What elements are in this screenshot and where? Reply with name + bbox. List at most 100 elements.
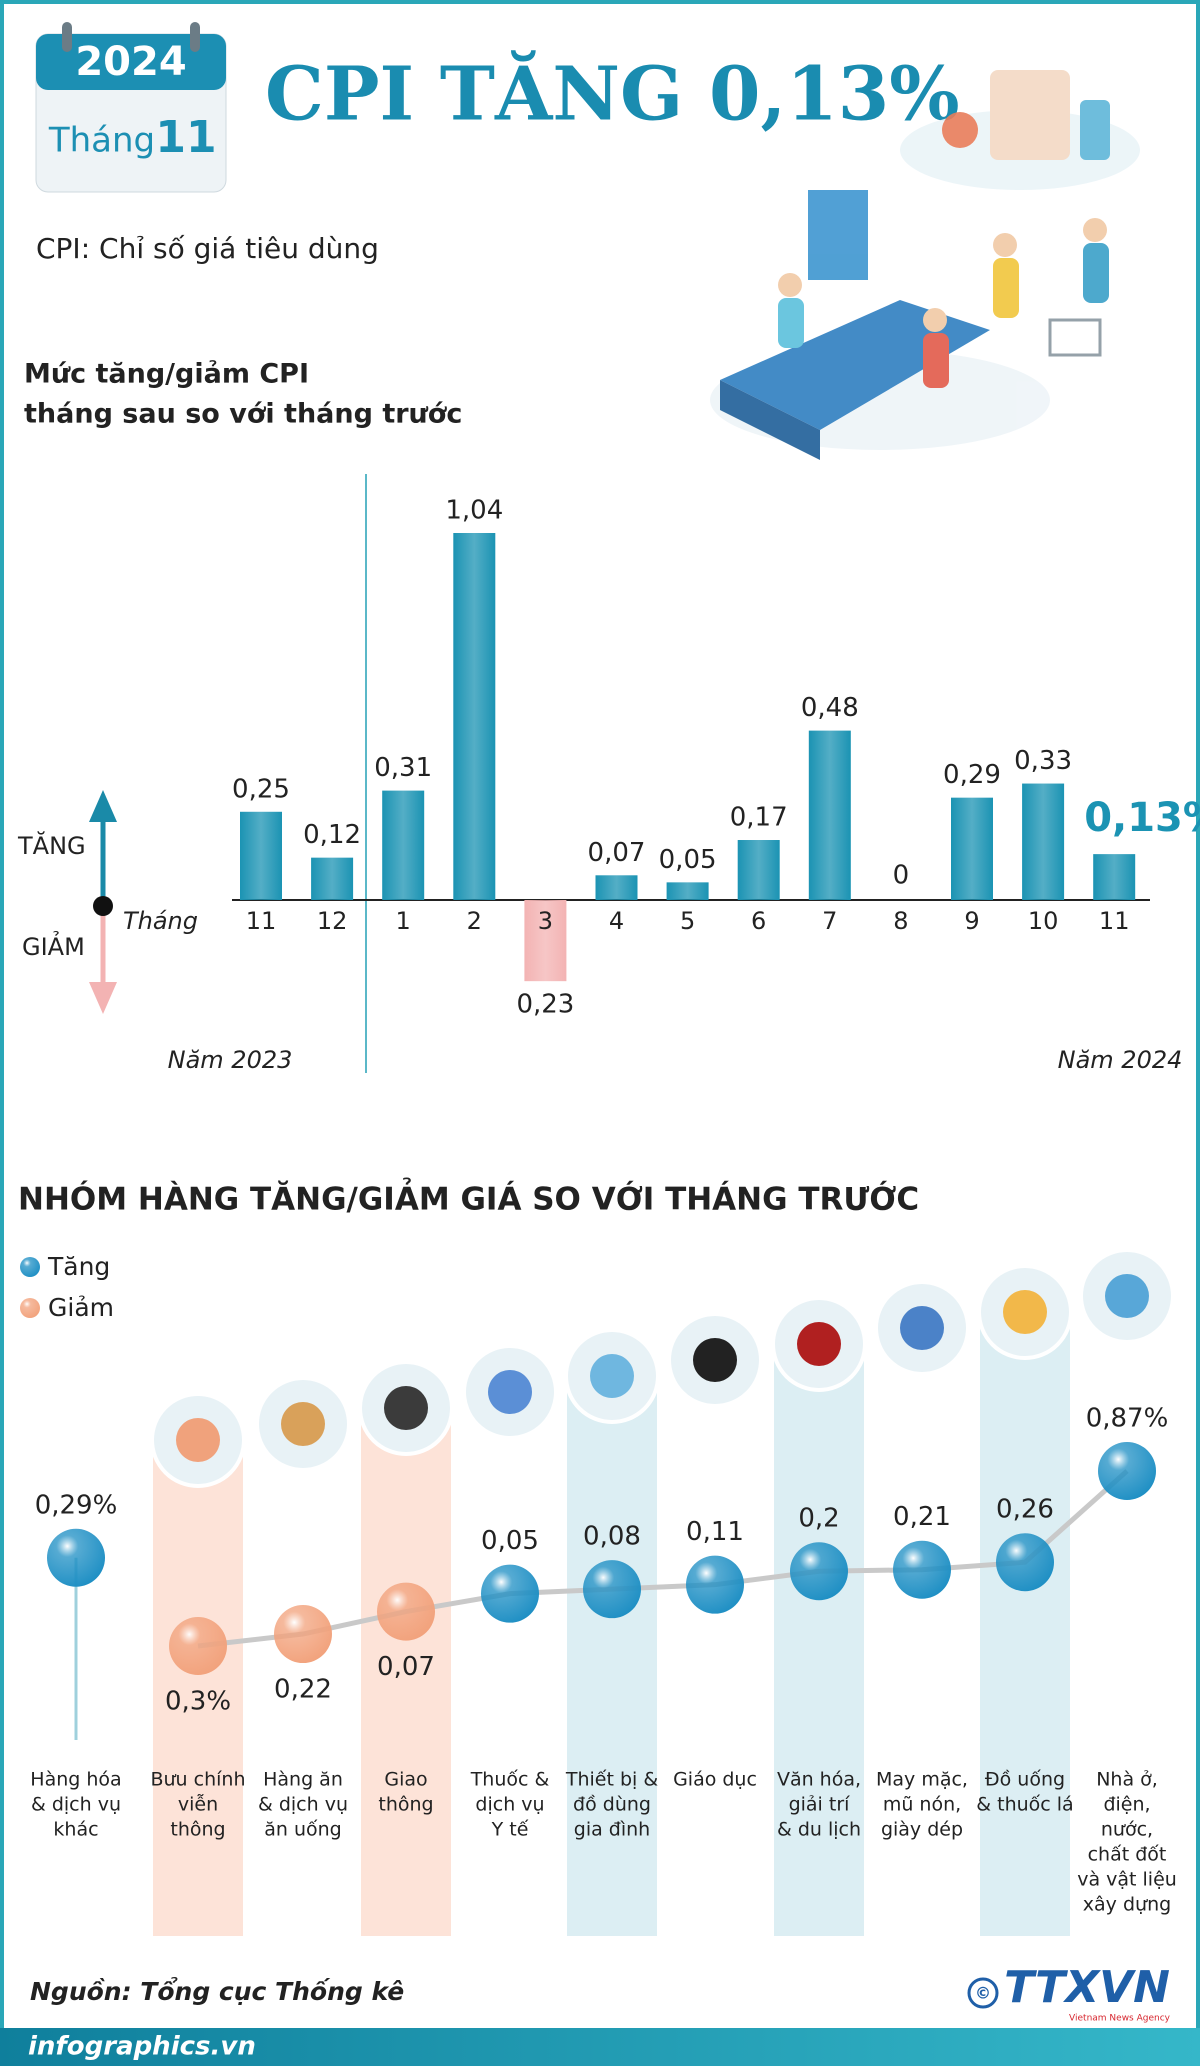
value-label: 0,21 <box>893 1502 951 1532</box>
x-tick-label: 11 <box>1099 907 1130 935</box>
bar <box>453 533 496 900</box>
value-label: 1,04 <box>445 496 503 526</box>
month-label: Tháng <box>48 121 155 161</box>
calendar-ring <box>190 22 200 52</box>
x-tick-label: 8 <box>893 907 908 935</box>
value-label: 0,08 <box>583 1522 641 1552</box>
dot <box>996 1533 1054 1592</box>
calendar-top <box>36 34 226 90</box>
icon <box>281 1402 325 1446</box>
chart-title: Mức tăng/giảm CPI <box>24 359 309 390</box>
chart-title: tháng sau so với tháng trước <box>24 399 462 430</box>
year-label: Năm 2023 <box>168 1046 293 1074</box>
value-label: 0,07 <box>377 1652 435 1682</box>
category-label: Văn hóa, <box>777 1769 861 1791</box>
x-tick-label: 12 <box>317 907 348 935</box>
icon <box>693 1338 737 1382</box>
bar <box>524 900 567 982</box>
person <box>993 233 1017 257</box>
chart-title: NHÓM HÀNG TĂNG/GIẢM GIÁ SO VỚI THÁNG TRƯ… <box>18 1179 919 1218</box>
dot <box>169 1617 227 1675</box>
category-label: & thuốc lá <box>976 1794 1073 1816</box>
value-label: 0,2 <box>798 1504 839 1534</box>
category-label: Bưu chính <box>150 1769 245 1791</box>
legend-swatch <box>20 1298 40 1318</box>
bag <box>990 70 1070 160</box>
fruit <box>942 112 978 148</box>
legend-label: Giảm <box>48 1293 114 1322</box>
dot <box>583 1560 641 1619</box>
icon <box>176 1418 220 1462</box>
down-label: GIẢM <box>22 930 85 961</box>
x-tick-label: 1 <box>396 907 411 935</box>
value-label: 0,31 <box>374 753 432 783</box>
value-label: 0,05 <box>481 1526 539 1556</box>
year: 2024 <box>75 39 186 85</box>
subtitle: CPI: Chỉ số giá tiêu dùng <box>36 232 379 265</box>
value-label: 0,26 <box>996 1495 1054 1525</box>
person <box>923 308 947 332</box>
copyright: © <box>975 1984 991 2003</box>
value-label: 0,29 <box>943 760 1001 790</box>
value-label: 0,29% <box>35 1490 118 1520</box>
category-label: thông <box>170 1819 225 1841</box>
category-label: & dịch vụ <box>258 1794 348 1816</box>
value-label: 0,22 <box>274 1675 332 1705</box>
category-label: và vật liệu <box>1077 1869 1177 1891</box>
value-label: 0,23 <box>516 990 574 1020</box>
dot <box>377 1582 435 1641</box>
bar <box>808 730 851 900</box>
category-label: thông <box>378 1794 433 1816</box>
site: infographics.vn <box>28 2032 256 2062</box>
icon <box>900 1306 944 1350</box>
x-tick-label: 9 <box>964 907 979 935</box>
title: CPI TĂNG 0,13% <box>265 50 960 138</box>
column-band <box>153 1440 243 1936</box>
category-label: xây dựng <box>1083 1894 1171 1916</box>
category-label: Thuốc & <box>470 1769 550 1791</box>
icon <box>1003 1290 1047 1334</box>
category-label: chất đốt <box>1088 1844 1167 1866</box>
value-label: 0,17 <box>730 803 788 833</box>
axis-prefix: Tháng <box>123 907 198 935</box>
bar <box>1093 854 1136 900</box>
category-label: & du lịch <box>777 1819 861 1841</box>
category-label: mũ nón, <box>883 1794 961 1816</box>
value-label: 0,07 <box>588 838 646 868</box>
x-tick-label: 11 <box>246 907 277 935</box>
origin-dot <box>93 896 113 916</box>
category-label: Thiết bị & <box>565 1769 658 1791</box>
bar <box>240 811 282 900</box>
category-label: giày dép <box>881 1819 963 1841</box>
value-label: 0,25 <box>232 774 290 804</box>
month: 11 <box>155 112 216 163</box>
category-label: May mặc, <box>876 1769 968 1791</box>
category-label: ăn uống <box>264 1819 342 1841</box>
calendar-ring <box>62 22 72 52</box>
value-label: 0,11 <box>686 1517 744 1547</box>
dot <box>893 1540 951 1599</box>
source: Nguồn: Tổng cục Thống kê <box>30 1976 404 2006</box>
x-tick-label: 3 <box>538 907 553 935</box>
category-label: gia đình <box>574 1819 650 1841</box>
value-label: 0,12 <box>303 820 361 850</box>
dot <box>481 1564 539 1623</box>
calendar: 2024 Tháng 11 <box>35 22 227 193</box>
x-tick-label: 5 <box>680 907 695 935</box>
category-label: viễn <box>178 1793 218 1816</box>
legend-swatch <box>20 1257 40 1277</box>
agency-logo: TTXVN <box>1004 1962 1170 2013</box>
dot <box>47 1528 105 1587</box>
x-tick-label: 2 <box>467 907 482 935</box>
column-band <box>980 1312 1070 1936</box>
column-band <box>567 1376 657 1936</box>
counter-side <box>720 380 820 460</box>
icon <box>1105 1274 1149 1318</box>
icon <box>590 1354 634 1398</box>
cart <box>1048 318 1102 357</box>
bar <box>737 840 780 900</box>
category-label: Đồ uống <box>985 1769 1065 1791</box>
person <box>778 298 804 348</box>
